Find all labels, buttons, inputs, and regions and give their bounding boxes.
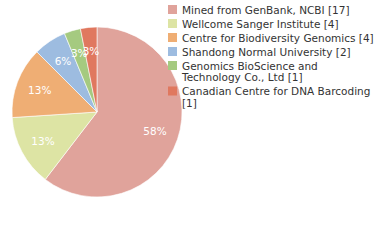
legend: Mined from GenBank, NCBI [17] Wellcome Sa… <box>168 4 374 109</box>
legend-label: Wellcome Sanger Institute [4] <box>182 18 339 30</box>
legend-label: Centre for Biodiversity Genomics [4] <box>182 32 374 44</box>
data-label: 13% <box>31 135 54 147</box>
data-label: 13% <box>28 84 51 96</box>
data-label: 58% <box>143 125 166 137</box>
legend-label: Genomics BioScience andTechnology Co., L… <box>181 60 318 84</box>
legend-label: Shandong Normal University [2] <box>182 46 351 58</box>
data-label: 6% <box>55 55 72 67</box>
pie-slice <box>12 112 97 179</box>
legend-label: Mined from GenBank, NCBI [17] <box>182 4 350 16</box>
legend-swatch <box>168 5 177 14</box>
legend-swatch <box>168 47 177 56</box>
legend-swatch <box>168 19 177 28</box>
legend-swatch <box>168 33 177 42</box>
data-label: 3% <box>83 45 100 57</box>
legend-label: Canadian Centre for DNA Barcoding[1] <box>182 85 370 109</box>
pie-slice <box>80 27 97 112</box>
legend-swatch <box>168 61 177 70</box>
pie: 58%13%13%6%3%3% <box>12 27 182 197</box>
legend-swatch <box>168 87 177 96</box>
chart: 58%13%13%6%3%3%Mined from GenBank, NCBI … <box>0 0 380 240</box>
